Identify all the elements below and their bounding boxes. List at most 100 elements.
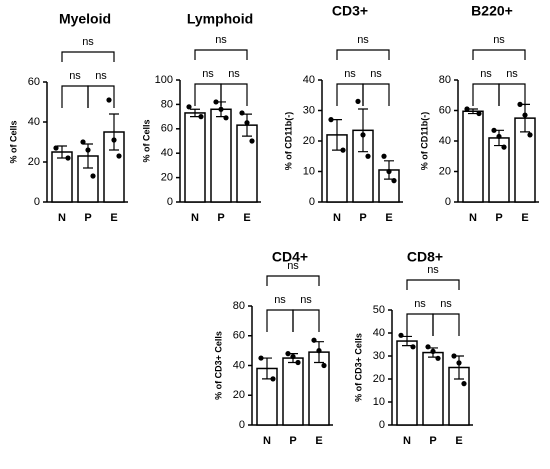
y-tick-label: 30	[373, 350, 385, 362]
significance-label: ns	[506, 68, 518, 80]
x-tick-label: N	[333, 212, 341, 224]
significance-bracket	[266, 275, 320, 286]
data-point	[464, 106, 470, 112]
significance-label: ns	[202, 68, 214, 80]
data-point	[501, 144, 507, 150]
y-tick-label: 20	[373, 373, 385, 385]
data-point	[410, 344, 416, 350]
panel-title: CD3+	[332, 3, 368, 19]
data-point	[65, 155, 71, 161]
x-tick-label: P	[359, 212, 366, 224]
y-tick-label: 0	[309, 196, 315, 208]
data-point	[218, 106, 224, 112]
y-tick-label: 50	[373, 304, 385, 316]
significance-label: ns	[370, 68, 382, 80]
error-bar	[358, 108, 368, 153]
data-point	[244, 120, 250, 126]
y-axis-label: % of CD11b(-)	[419, 112, 429, 171]
data-point	[223, 115, 229, 121]
y-tick-label: 80	[161, 98, 173, 110]
y-axis-label: % of CD3+ Cells	[353, 333, 363, 402]
significance-bracket	[498, 83, 526, 106]
x-tick-label: E	[110, 212, 117, 224]
significance-bracket	[432, 313, 460, 336]
error-bar	[109, 113, 119, 151]
significance-bracket	[61, 85, 89, 108]
significance-label: ns	[480, 68, 492, 80]
significance-label: ns	[95, 70, 107, 82]
y-tick-label: 30	[303, 104, 315, 116]
bar	[184, 112, 206, 203]
y-tick-label: 60	[233, 330, 245, 342]
y-tick-label: 60	[161, 123, 173, 135]
y-tick-label: 80	[233, 300, 245, 312]
panel-title: Lymphoid	[187, 11, 253, 27]
y-tick-label: 40	[28, 116, 40, 128]
error-bar	[190, 108, 200, 118]
y-tick-label: 20	[439, 165, 451, 177]
data-point	[355, 98, 361, 104]
y-tick-label: 60	[28, 76, 40, 88]
x-tick-label: E	[455, 435, 462, 447]
y-tick-label: 40	[233, 359, 245, 371]
data-point	[476, 110, 482, 117]
y-axis-label: % of CD11b(-)	[283, 112, 293, 171]
y-tick-label: 10	[373, 396, 385, 408]
data-point	[249, 138, 255, 144]
bar	[462, 110, 484, 203]
data-point	[311, 337, 317, 343]
significance-label: ns	[357, 34, 369, 46]
y-tick-label: 80	[439, 74, 451, 86]
data-point	[381, 153, 387, 159]
significance-label: ns	[287, 260, 299, 272]
significance-bracket	[336, 49, 390, 60]
significance-bracket	[61, 51, 115, 62]
significance-bracket	[220, 83, 248, 106]
data-point	[80, 139, 86, 145]
data-point	[213, 99, 219, 105]
data-point	[328, 117, 334, 123]
data-point	[391, 178, 397, 184]
error-bar	[402, 335, 412, 347]
data-point	[386, 168, 392, 175]
data-point	[285, 351, 291, 357]
error-bar	[262, 357, 272, 380]
data-point	[321, 362, 327, 369]
data-point	[461, 381, 467, 387]
x-tick-label: E	[243, 212, 250, 224]
data-point	[491, 127, 497, 133]
panel-title: CD8+	[407, 249, 443, 265]
data-point	[111, 137, 117, 143]
bar	[282, 357, 304, 426]
y-tick-label: 40	[161, 147, 173, 159]
data-point	[435, 355, 441, 361]
error-bar	[332, 119, 342, 151]
data-point	[90, 173, 96, 179]
significance-label: ns	[274, 294, 286, 306]
significance-label: ns	[414, 298, 426, 310]
y-tick-label: 60	[439, 104, 451, 116]
significance-bracket	[87, 85, 115, 108]
y-axis-label: % of Cells	[141, 119, 151, 162]
error-bar	[57, 145, 67, 159]
x-tick-label: E	[521, 212, 528, 224]
panel-title: Myeloid	[59, 11, 111, 27]
x-tick-label: N	[403, 435, 411, 447]
data-point	[496, 133, 502, 140]
y-axis-label: % of CD3+ Cells	[213, 331, 223, 400]
data-point	[425, 344, 431, 350]
significance-bracket	[406, 279, 460, 290]
data-point	[340, 147, 346, 153]
data-point	[85, 147, 91, 153]
data-point	[106, 97, 112, 103]
y-tick-label: 100	[155, 74, 173, 86]
data-point	[239, 110, 245, 116]
bar	[422, 351, 444, 426]
data-point	[295, 359, 301, 366]
y-axis-label: % of Cells	[8, 120, 18, 163]
data-point	[116, 153, 122, 159]
significance-label: ns	[228, 68, 240, 80]
x-tick-label: P	[495, 212, 502, 224]
data-point	[290, 353, 296, 360]
